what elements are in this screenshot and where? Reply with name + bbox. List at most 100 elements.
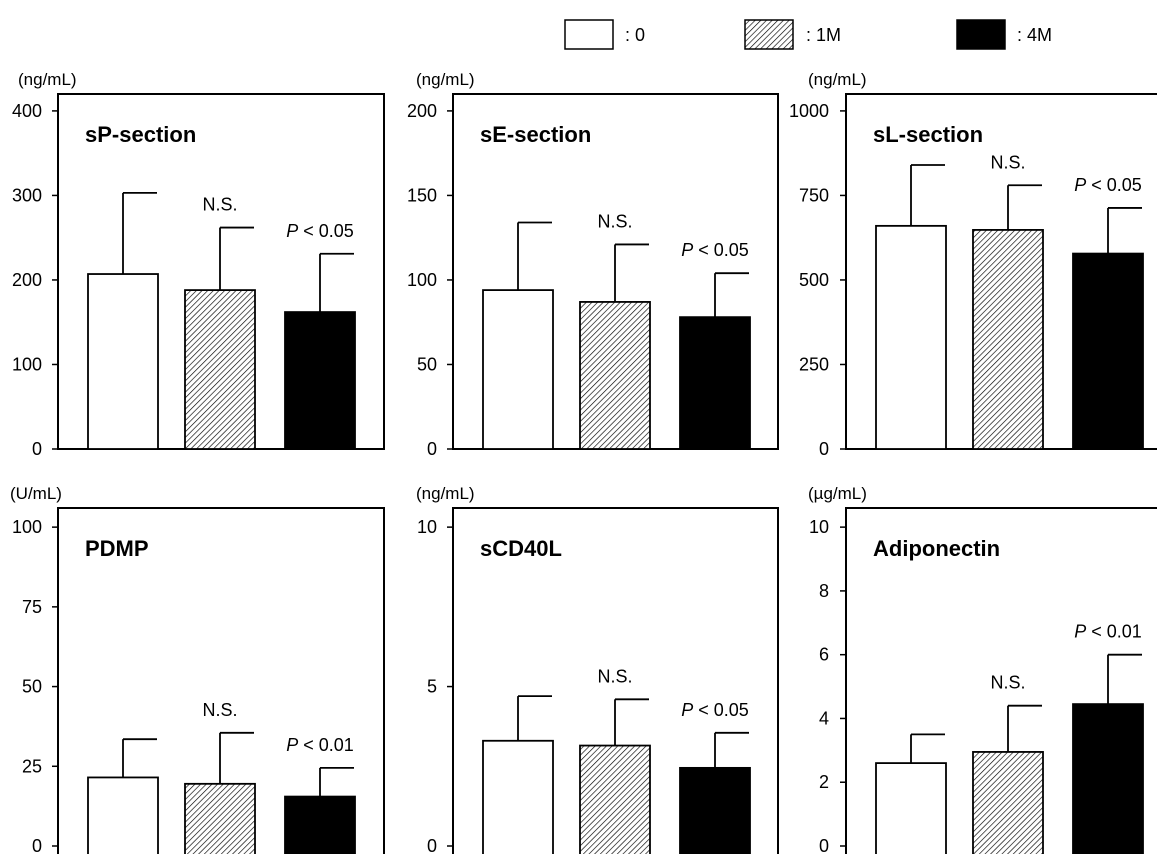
bar-0 xyxy=(482,289,554,450)
bar-0 xyxy=(87,776,159,854)
ns-label: N.S. xyxy=(202,195,237,215)
y-tick-label: 0 xyxy=(427,836,437,854)
panel-frame xyxy=(452,507,779,854)
panel-pdmp: (U/mL) PDMP 0 25 50 75 100 N.S. P < 0.01 xyxy=(10,484,385,854)
legend: : 0 : 1M : 4M xyxy=(564,19,1052,50)
p-value: < 0.05 xyxy=(693,700,749,720)
p-value: < 0.01 xyxy=(1086,622,1142,642)
significance-label: P < 0.05 xyxy=(1074,175,1142,195)
y-tick-label: 2 xyxy=(819,772,829,792)
legend-label-1m: : 1M xyxy=(806,25,841,45)
ns-label: N.S. xyxy=(597,211,632,231)
legend-swatch-0 xyxy=(564,19,614,50)
bar-4m xyxy=(1072,703,1144,854)
y-tick-label: 5 xyxy=(427,677,437,697)
y-tick-label: 0 xyxy=(819,836,829,854)
panel-se-section: (ng/mL) sE-section 0 50 100 150 200 N.S. P < 0.0… xyxy=(407,70,779,459)
unit-label: (µg/mL) xyxy=(808,484,867,503)
panel-title: sP-section xyxy=(85,122,196,147)
panel-title: Adiponectin xyxy=(873,536,1000,561)
bar-0 xyxy=(875,762,947,854)
legend-swatch-1m xyxy=(744,19,794,50)
bar-1m xyxy=(184,782,256,854)
bar-4m xyxy=(284,795,356,854)
y-tick-label: 0 xyxy=(32,439,42,459)
panel-title: sL-section xyxy=(873,122,983,147)
p-symbol: P xyxy=(681,240,693,260)
y-tick-label: 0 xyxy=(427,439,437,459)
legend-swatch-4m xyxy=(956,19,1006,50)
y-tick-label: 6 xyxy=(819,645,829,665)
significance-label: P < 0.05 xyxy=(286,221,354,241)
p-value: < 0.05 xyxy=(298,221,354,241)
panel-frame xyxy=(57,507,385,854)
y-tick-label: 100 xyxy=(407,270,437,290)
panel-scd40l: (ng/mL) sCD40L 0 5 10 N.S. P < 0.05 xyxy=(416,484,779,854)
y-tick-label: 200 xyxy=(407,101,437,121)
p-value: < 0.05 xyxy=(693,240,749,260)
y-tick-label: 500 xyxy=(799,270,829,290)
ns-label: N.S. xyxy=(990,152,1025,172)
p-value: < 0.01 xyxy=(298,735,354,755)
bar-0 xyxy=(482,739,554,854)
bar-4m xyxy=(679,766,751,854)
legend-label-0: : 0 xyxy=(625,25,645,45)
p-value: < 0.05 xyxy=(1086,175,1142,195)
ns-label: N.S. xyxy=(202,700,237,720)
y-tick-label: 250 xyxy=(799,354,829,374)
bar-1m xyxy=(579,744,651,854)
panel-title: PDMP xyxy=(85,536,149,561)
y-tick-label: 10 xyxy=(417,517,437,537)
bar-1m xyxy=(184,289,256,450)
bar-4m xyxy=(284,311,356,450)
p-symbol: P xyxy=(681,700,693,720)
y-tick-label: 8 xyxy=(819,581,829,601)
y-tick-label: 100 xyxy=(12,354,42,374)
y-tick-label: 400 xyxy=(12,101,42,121)
y-tick-label: 150 xyxy=(407,185,437,205)
panel-title: sE-section xyxy=(480,122,591,147)
y-tick-label: 750 xyxy=(799,185,829,205)
ns-label: N.S. xyxy=(597,666,632,686)
legend-label-4m: : 4M xyxy=(1017,25,1052,45)
y-tick-label: 50 xyxy=(22,677,42,697)
panel-title: sCD40L xyxy=(480,536,562,561)
y-tick-label: 75 xyxy=(22,597,42,617)
y-tick-label: 200 xyxy=(12,270,42,290)
bar-4m xyxy=(679,316,751,450)
panel-sp-section: (ng/mL) sP-section 0 100 200 300 400 N.S. P < 0.… xyxy=(12,70,385,459)
y-tick-label: 0 xyxy=(819,439,829,459)
bar-1m xyxy=(972,229,1044,450)
y-tick-label: 100 xyxy=(12,517,42,537)
panel-adiponectin: (µg/mL) Adiponectin 0 2 4 6 8 10 N.S. P < 0.01 xyxy=(808,484,1157,854)
significance-label: P < 0.05 xyxy=(681,700,749,720)
p-symbol: P xyxy=(1074,622,1086,642)
unit-label: (ng/mL) xyxy=(18,70,77,89)
bar-0 xyxy=(87,273,159,450)
y-tick-label: 0 xyxy=(32,836,42,854)
significance-label: P < 0.05 xyxy=(681,240,749,260)
unit-label: (ng/mL) xyxy=(808,70,867,89)
y-tick-label: 50 xyxy=(417,354,437,374)
y-tick-label: 4 xyxy=(819,708,829,728)
unit-label: (ng/mL) xyxy=(416,70,475,89)
p-symbol: P xyxy=(286,221,298,241)
bar-1m xyxy=(972,751,1044,854)
y-tick-label: 300 xyxy=(12,185,42,205)
ns-label: N.S. xyxy=(990,673,1025,693)
bar-0 xyxy=(875,224,947,450)
bar-1m xyxy=(579,301,651,450)
significance-label: P < 0.01 xyxy=(1074,622,1142,642)
y-tick-label: 25 xyxy=(22,756,42,776)
bar-4m xyxy=(1072,252,1144,450)
y-tick-label: 10 xyxy=(809,517,829,537)
panel-frame xyxy=(845,507,1157,854)
p-symbol: P xyxy=(286,735,298,755)
y-tick-label: 1000 xyxy=(789,101,829,121)
unit-label: (U/mL) xyxy=(10,484,62,503)
panel-sl-section: (ng/mL) sL-section 0 250 500 750 1000 N.S. P < 0… xyxy=(789,70,1157,459)
significance-label: P < 0.01 xyxy=(286,735,354,755)
p-symbol: P xyxy=(1074,175,1086,195)
